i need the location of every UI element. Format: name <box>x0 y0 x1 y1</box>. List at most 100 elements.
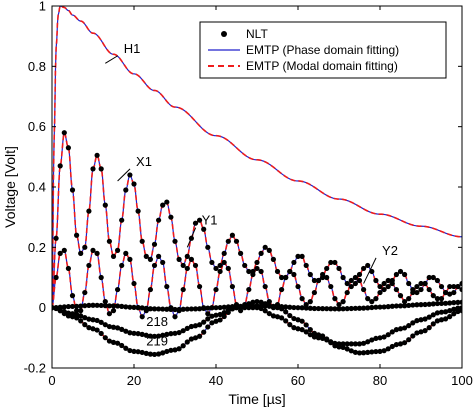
nlt-marker <box>135 331 141 337</box>
nlt-marker <box>451 283 457 290</box>
nlt-marker <box>455 283 461 290</box>
nlt-marker <box>176 329 182 336</box>
nlt-marker <box>65 145 71 151</box>
nlt-marker <box>266 247 272 253</box>
nlt-marker <box>414 289 420 296</box>
nlt-marker <box>295 253 301 259</box>
nlt-marker <box>414 302 420 308</box>
nlt-marker <box>270 304 276 310</box>
nlt-marker <box>348 305 354 312</box>
nlt-marker <box>459 308 462 314</box>
nlt-marker <box>57 163 63 169</box>
annotation-layer: H1 X1 Y1 Y2 218 219 <box>105 41 398 348</box>
nlt-marker <box>369 304 375 311</box>
nlt-marker <box>373 277 379 284</box>
nlt-marker <box>295 317 301 323</box>
nlt-marker <box>303 322 309 328</box>
nlt-marker <box>274 314 281 320</box>
nlt-marker <box>209 313 215 319</box>
nlt-marker <box>61 130 67 136</box>
nlt-marker <box>287 312 293 319</box>
nlt-marker <box>434 310 440 316</box>
nlt-marker <box>373 304 379 310</box>
nlt-marker <box>119 303 125 309</box>
nlt-marker <box>303 305 309 311</box>
nlt-marker <box>373 348 379 355</box>
nlt-marker <box>65 303 71 310</box>
nlt-marker <box>78 308 84 314</box>
nlt-marker <box>459 286 462 293</box>
nlt-marker <box>86 208 92 214</box>
nlt-marker <box>336 302 342 308</box>
nlt-marker <box>192 306 199 312</box>
nlt-marker <box>254 305 260 311</box>
nlt-marker <box>410 302 416 308</box>
nlt-marker <box>451 306 457 312</box>
nlt-marker <box>106 238 112 244</box>
nlt-marker <box>402 299 408 305</box>
nlt-marker <box>135 304 141 311</box>
nlt-marker <box>414 318 420 324</box>
nlt-marker <box>307 299 313 305</box>
x-tick-label: 60 <box>291 373 305 388</box>
nlt-marker <box>57 250 63 256</box>
nlt-marker <box>221 310 227 316</box>
series-h1-modal-line <box>52 6 462 308</box>
nlt-marker <box>434 318 440 324</box>
nlt-marker <box>274 268 281 275</box>
nlt-marker <box>205 311 211 317</box>
nlt-marker <box>295 305 301 311</box>
x-tick-label: 40 <box>209 373 223 388</box>
nlt-marker <box>299 253 305 259</box>
nlt-marker <box>426 301 432 307</box>
nlt-marker <box>340 306 346 312</box>
nlt-marker <box>307 271 313 278</box>
nlt-marker <box>180 286 186 293</box>
nlt-marker <box>176 306 182 313</box>
nlt-marker <box>147 256 153 262</box>
nlt-marker <box>172 314 178 320</box>
nlt-marker <box>258 250 264 256</box>
nlt-marker <box>250 305 256 311</box>
nlt-marker <box>221 250 227 256</box>
nlt-marker <box>242 302 248 309</box>
nlt-marker <box>287 304 293 310</box>
annotation-y2-leader <box>363 257 377 284</box>
nlt-marker <box>172 238 178 244</box>
nlt-marker <box>119 326 125 332</box>
nlt-marker <box>74 315 80 321</box>
nlt-marker <box>201 319 207 325</box>
nlt-marker <box>127 330 133 336</box>
nlt-marker <box>127 172 133 178</box>
nlt-marker-layer <box>52 130 462 358</box>
nlt-marker <box>213 312 219 318</box>
nlt-marker <box>254 265 260 272</box>
nlt-marker <box>311 289 317 296</box>
nlt-marker <box>147 333 153 339</box>
nlt-marker <box>377 283 383 290</box>
nlt-marker <box>344 280 350 287</box>
nlt-marker <box>328 340 334 346</box>
nlt-marker <box>315 332 322 338</box>
annotation-218: 218 <box>146 314 168 329</box>
nlt-marker <box>90 166 96 172</box>
nlt-marker <box>291 271 297 278</box>
nlt-marker <box>361 265 367 272</box>
nlt-marker <box>324 336 330 342</box>
nlt-marker <box>151 333 158 339</box>
nlt-marker <box>250 271 256 278</box>
nlt-marker <box>385 332 391 338</box>
nlt-marker <box>307 327 313 333</box>
nlt-marker <box>229 306 235 312</box>
nlt-marker <box>352 349 358 355</box>
nlt-marker <box>303 262 309 269</box>
nlt-marker <box>201 305 207 312</box>
nlt-marker <box>86 302 92 308</box>
nlt-marker <box>291 325 297 331</box>
nlt-marker <box>94 250 100 256</box>
nlt-marker <box>197 333 203 339</box>
nlt-marker <box>151 306 158 312</box>
nlt-marker <box>69 303 76 310</box>
nlt-marker <box>410 289 416 296</box>
nlt-marker <box>332 259 338 266</box>
